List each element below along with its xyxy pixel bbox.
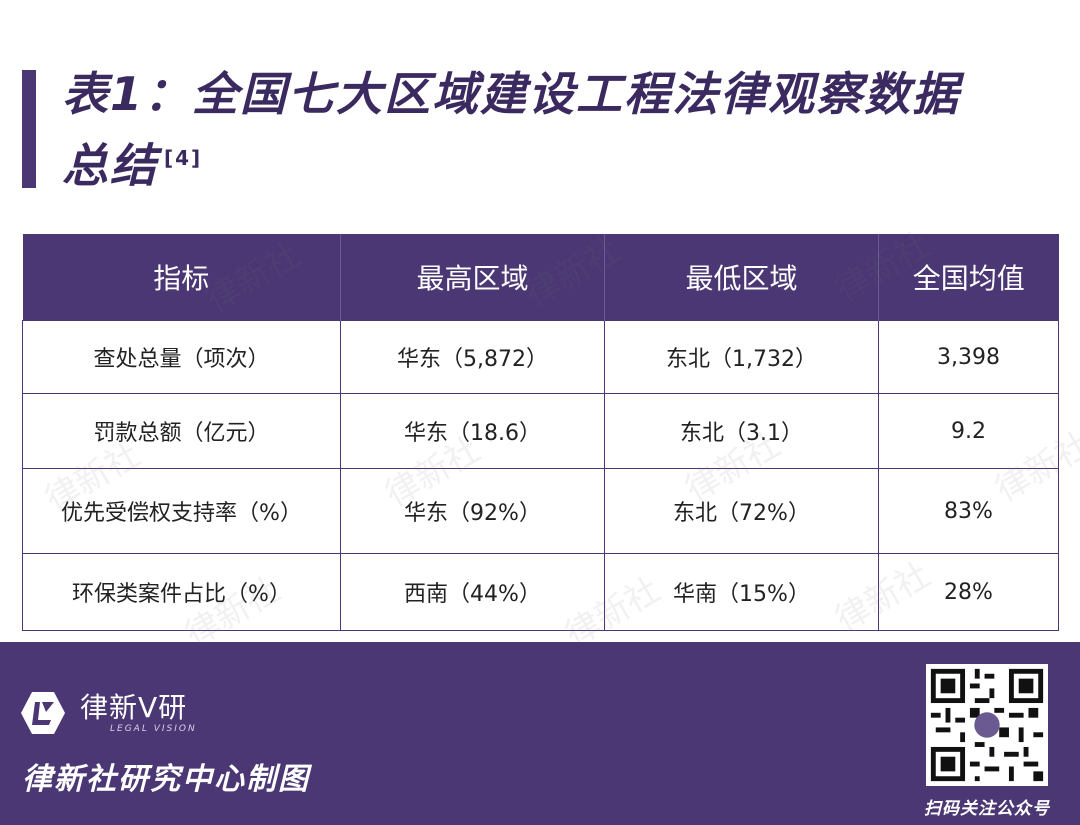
legal-vision-logo-icon: [21, 692, 65, 734]
footer-credit: 律新社研究中心制图: [22, 762, 310, 797]
page-title-text: 表1：全国七大区域建设工程法律观察数据总结: [62, 67, 961, 193]
brand-subtitle: LEGAL VISION: [110, 724, 197, 734]
page-title: 表1：全国七大区域建设工程法律观察数据总结 [4]: [62, 62, 962, 197]
table-cell: 3,398: [878, 320, 1059, 394]
table-cell: 东北（72%）: [604, 468, 879, 554]
table-cell: 28%: [878, 553, 1059, 631]
data-table-wrapper: 指标 最高区域 最低区域 全国均值 查处总量（项次） 华东（5,872） 东北（…: [22, 234, 1059, 631]
table-cell: 查处总量（项次）: [22, 320, 341, 394]
title-block: 表1：全国七大区域建设工程法律观察数据总结 [4]: [22, 62, 1022, 192]
table-cell: 环保类案件占比（%）: [22, 553, 341, 631]
qr-code-icon[interactable]: [926, 664, 1048, 786]
header-highest-region: 最高区域: [340, 234, 605, 321]
table-cell: 罚款总额（亿元）: [22, 393, 341, 469]
footer-banner: 律新V研 LEGAL VISION 律新社研究中心制图 扫码关注公众号: [0, 642, 1080, 825]
table-cell: 华东（5,872）: [340, 320, 605, 394]
brand-name: 律新V研: [80, 691, 188, 724]
header-indicator: 指标: [22, 234, 341, 321]
table-cell: 东北（1,732）: [604, 320, 879, 394]
title-reference: [4]: [164, 146, 203, 170]
table-cell: 西南（44%）: [340, 553, 605, 631]
table-row: 优先受偿权支持率（%） 华东（92%） 东北（72%） 83%: [22, 468, 1059, 554]
table-row: 环保类案件占比（%） 西南（44%） 华南（15%） 28%: [22, 553, 1059, 631]
table-cell: 优先受偿权支持率（%）: [22, 468, 341, 554]
header-national-average: 全国均值: [878, 234, 1059, 321]
table-row: 罚款总额（亿元） 华东（18.6） 东北（3.1） 9.2: [22, 393, 1059, 469]
table-cell: 华东（18.6）: [340, 393, 605, 469]
title-accent-bar: [22, 70, 36, 188]
data-table: 指标 最高区域 最低区域 全国均值 查处总量（项次） 华东（5,872） 东北（…: [22, 234, 1059, 631]
table-cell: 华东（92%）: [340, 468, 605, 554]
table-cell: 83%: [878, 468, 1059, 554]
header-lowest-region: 最低区域: [604, 234, 879, 321]
qr-caption: 扫码关注公众号: [924, 799, 1050, 819]
table-cell: 华南（15%）: [604, 553, 879, 631]
table-cell: 东北（3.1）: [604, 393, 879, 469]
table-cell: 9.2: [878, 393, 1059, 469]
table-row: 查处总量（项次） 华东（5,872） 东北（1,732） 3,398: [22, 320, 1059, 394]
table-header-row: 指标 最高区域 最低区域 全国均值: [22, 234, 1059, 321]
